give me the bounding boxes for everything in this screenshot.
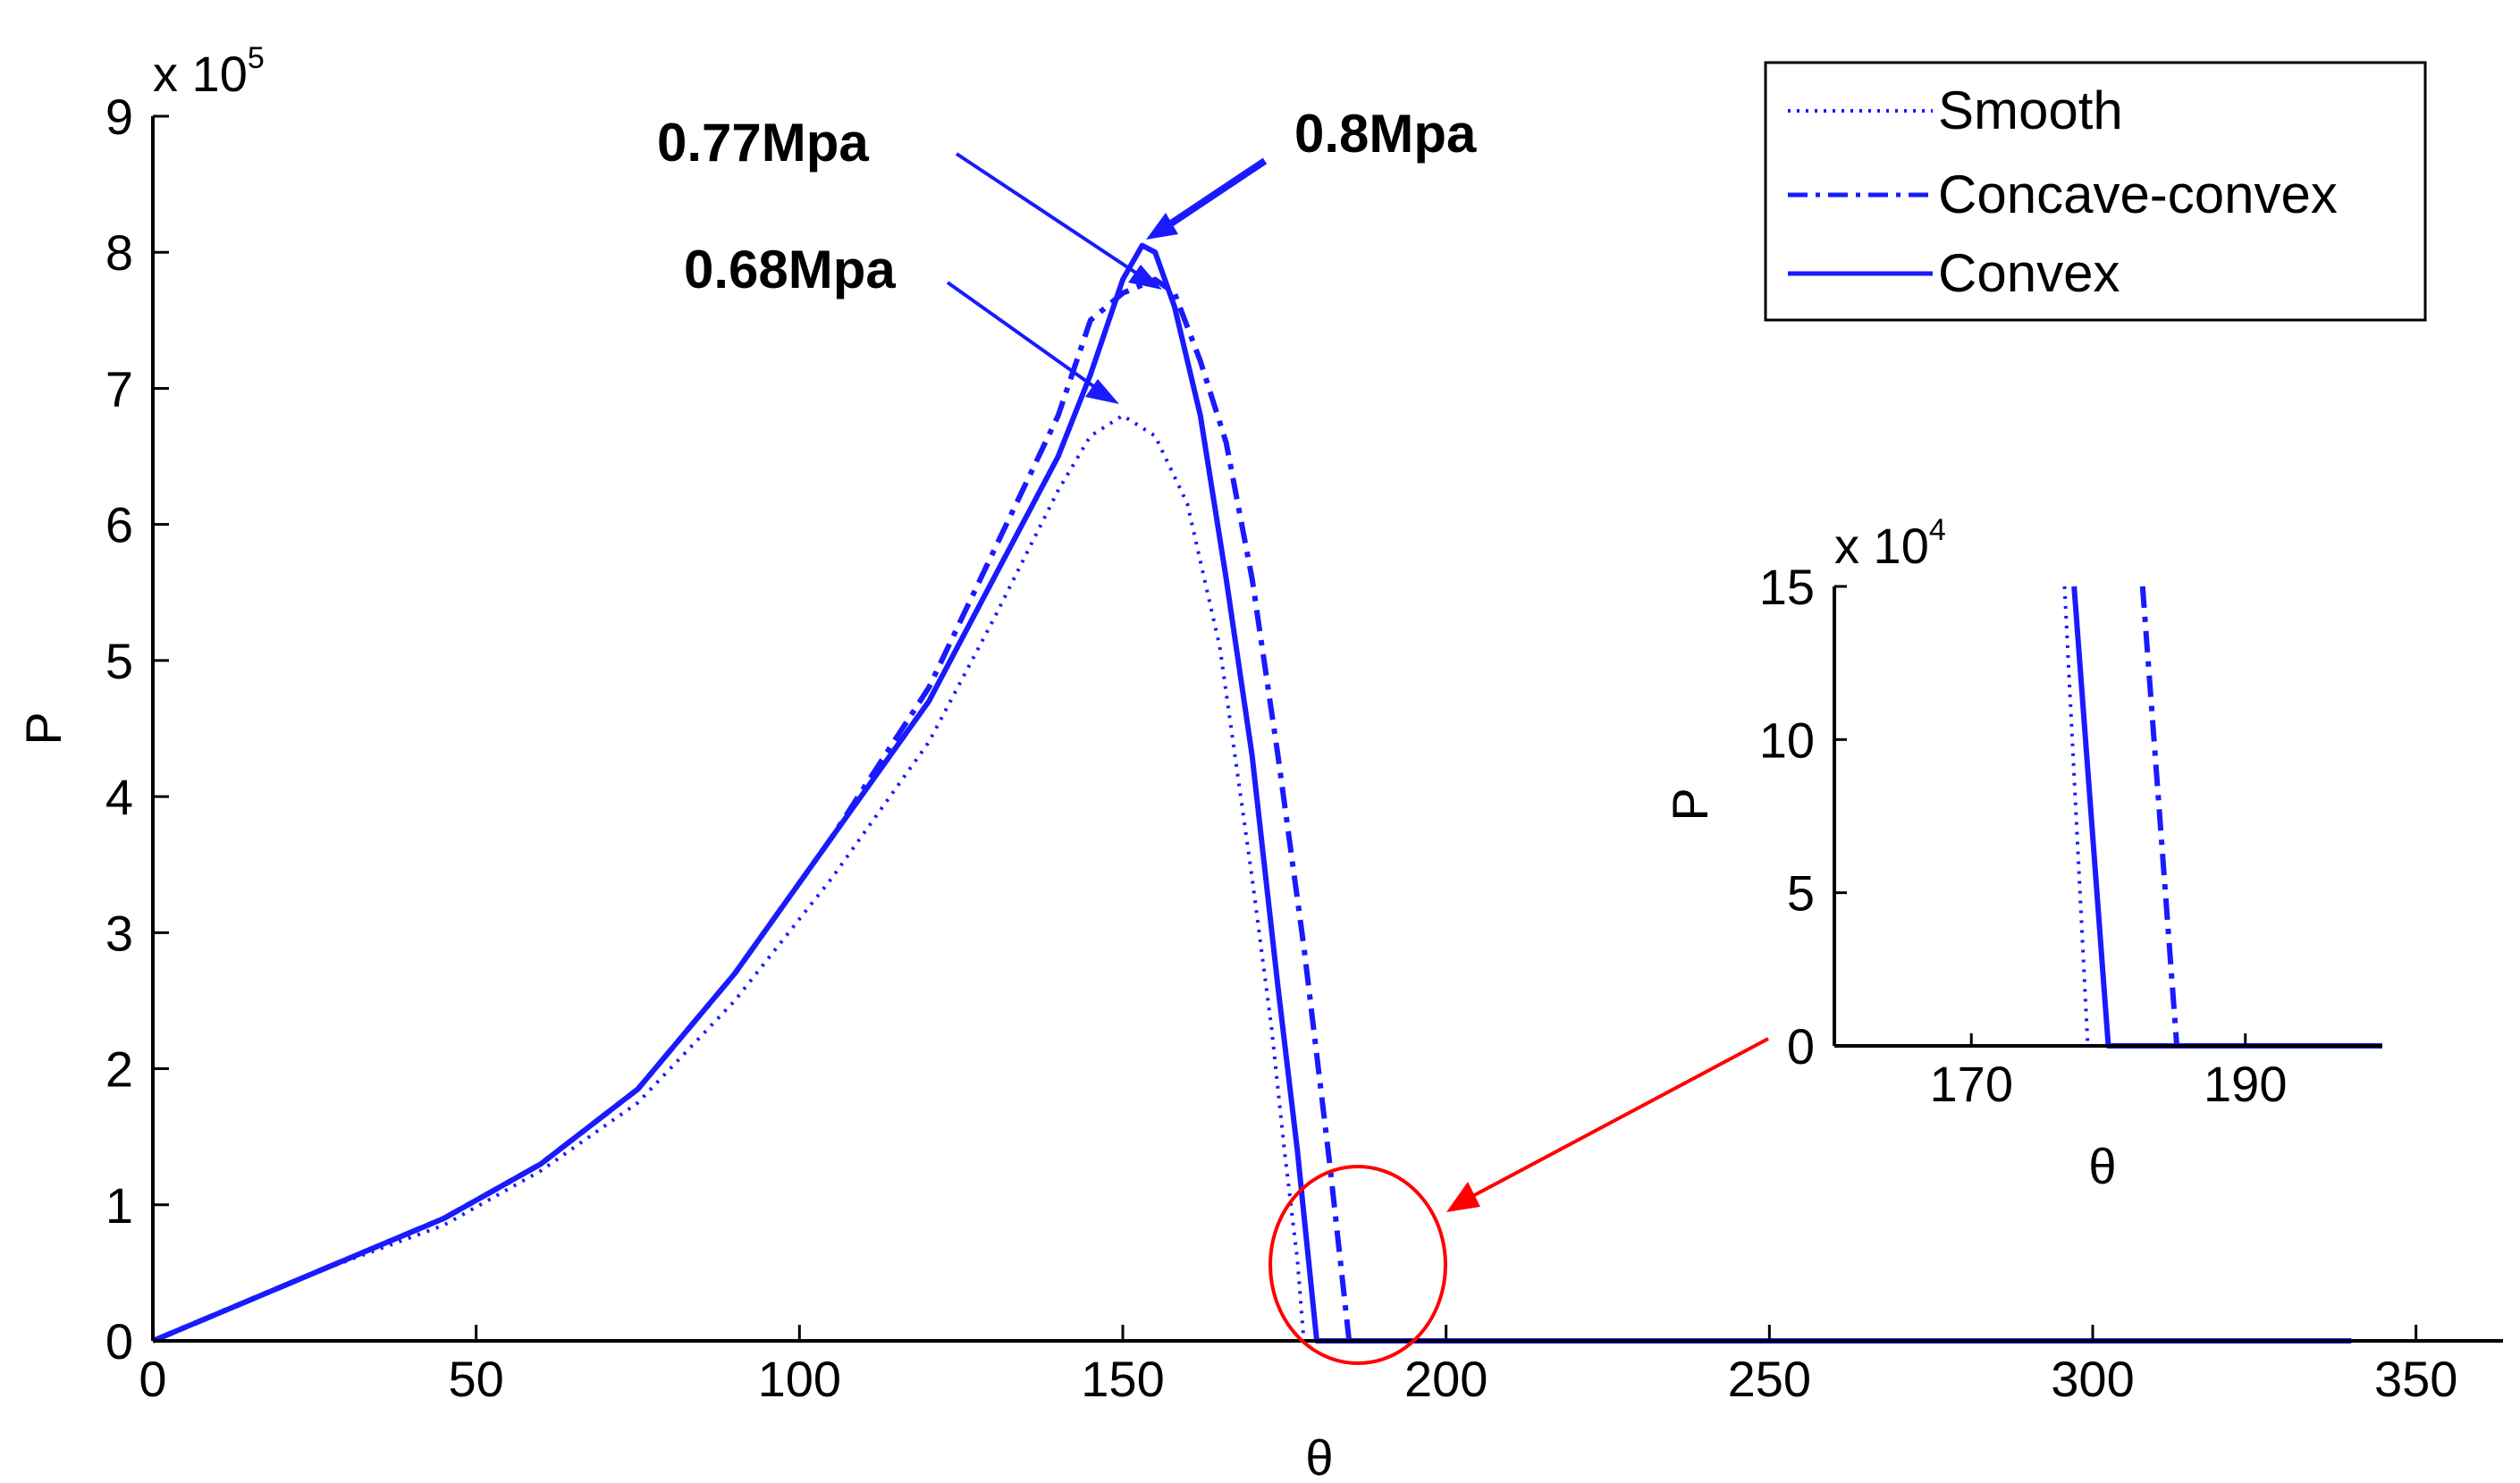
main-y-multiplier: x 105 <box>153 41 265 102</box>
main-series-convex <box>151 242 2352 1344</box>
main-x-tick-label: 100 <box>758 1351 841 1407</box>
highlight-arrowhead <box>1446 1182 1480 1212</box>
annotation-0-8mpa: 0.8Mpa <box>1146 104 1477 240</box>
inset-y-multiplier-base: x 10 <box>1834 518 1929 574</box>
main-y-multiplier-exponent: 5 <box>248 41 265 75</box>
inset-y-tick-label: 15 <box>1759 559 1815 615</box>
main-y-tick-label: 4 <box>105 769 133 825</box>
main-y-multiplier-base: x 10 <box>153 46 248 102</box>
main-y-axis-title: P <box>15 712 72 745</box>
legend-item-smooth: Smooth <box>1788 80 2123 140</box>
annotation-0-77mpa: 0.77Mpa <box>657 113 1162 290</box>
main-x-tick-label: 250 <box>1728 1351 1811 1407</box>
main-y-tick-label: 0 <box>105 1313 133 1369</box>
inset-plot: 170 190 0 5 10 15 x 104 θ P <box>1662 501 2414 1194</box>
main-y-tick-label: 3 <box>105 905 133 961</box>
main-x-tick-label: 300 <box>2051 1351 2134 1407</box>
inset-y-ticks: 0 5 10 15 <box>1759 559 1847 1074</box>
main-y-tick-label: 1 <box>105 1177 133 1234</box>
main-x-tick-label: 50 <box>449 1351 504 1407</box>
inset-y-tick-label: 5 <box>1787 865 1815 922</box>
main-axes <box>151 116 2503 1343</box>
legend-item-convex: Convex <box>1788 243 2120 303</box>
main-series-group <box>151 242 2352 1344</box>
inset-x-axis-title: θ <box>2088 1138 2116 1194</box>
inset-x-ticks: 170 190 <box>1930 1033 2287 1112</box>
legend-label: Concave-convex <box>1938 164 2338 224</box>
main-y-ticks: 0 1 2 3 4 5 6 7 8 9 <box>105 88 169 1369</box>
inset-y-multiplier: x 104 <box>1834 513 1946 574</box>
main-y-tick-label: 6 <box>105 497 133 553</box>
annotation-label: 0.77Mpa <box>657 113 869 173</box>
annotation-arrowhead <box>1146 213 1178 240</box>
inset-x-tick-label: 170 <box>1930 1056 2013 1112</box>
inset-x-tick-label: 190 <box>2204 1056 2287 1112</box>
main-x-axis-title: θ <box>1305 1429 1333 1483</box>
annotation-arrow <box>955 152 1155 286</box>
main-x-tick-label: 150 <box>1081 1351 1164 1407</box>
legend-item-concave-convex: Concave-convex <box>1788 164 2338 224</box>
main-x-ticks: 0 50 100 150 200 250 300 350 <box>139 1325 2457 1407</box>
inset-y-multiplier-exponent: 4 <box>1929 513 1946 547</box>
main-x-tick-label: 200 <box>1404 1351 1488 1407</box>
main-y-tick-label: 2 <box>105 1041 133 1098</box>
legend-box <box>1764 61 2427 322</box>
legend: Smooth Concave-convex Convex <box>1764 61 2427 322</box>
main-y-tick-label: 5 <box>105 633 133 689</box>
legend-label: Convex <box>1938 243 2120 303</box>
inset-y-axis-title: P <box>1662 788 1718 821</box>
annotation-arrow <box>1155 157 1268 236</box>
annotation-label: 0.8Mpa <box>1294 104 1477 164</box>
legend-label: Smooth <box>1938 80 2123 140</box>
annotation-arrowhead <box>1085 379 1119 404</box>
highlight-arrow <box>1465 1037 1769 1201</box>
main-x-tick-label: 350 <box>2374 1351 2457 1407</box>
main-y-tick-label: 9 <box>105 88 133 145</box>
main-series-smooth <box>152 413 2352 1343</box>
annotation-arrowhead <box>1128 265 1162 290</box>
main-y-tick-label: 8 <box>105 224 133 281</box>
inset-y-tick-label: 10 <box>1759 712 1815 768</box>
highlight-circle <box>1268 1165 1447 1365</box>
annotation-label: 0.68Mpa <box>684 240 896 299</box>
inset-y-tick-label: 0 <box>1787 1018 1815 1074</box>
main-x-tick-label: 0 <box>139 1351 166 1407</box>
annotation-0-68mpa: 0.68Mpa <box>684 240 1119 404</box>
inset-background <box>1824 501 2414 1189</box>
annotation-arrow <box>946 281 1110 399</box>
main-y-tick-label: 7 <box>105 360 133 417</box>
